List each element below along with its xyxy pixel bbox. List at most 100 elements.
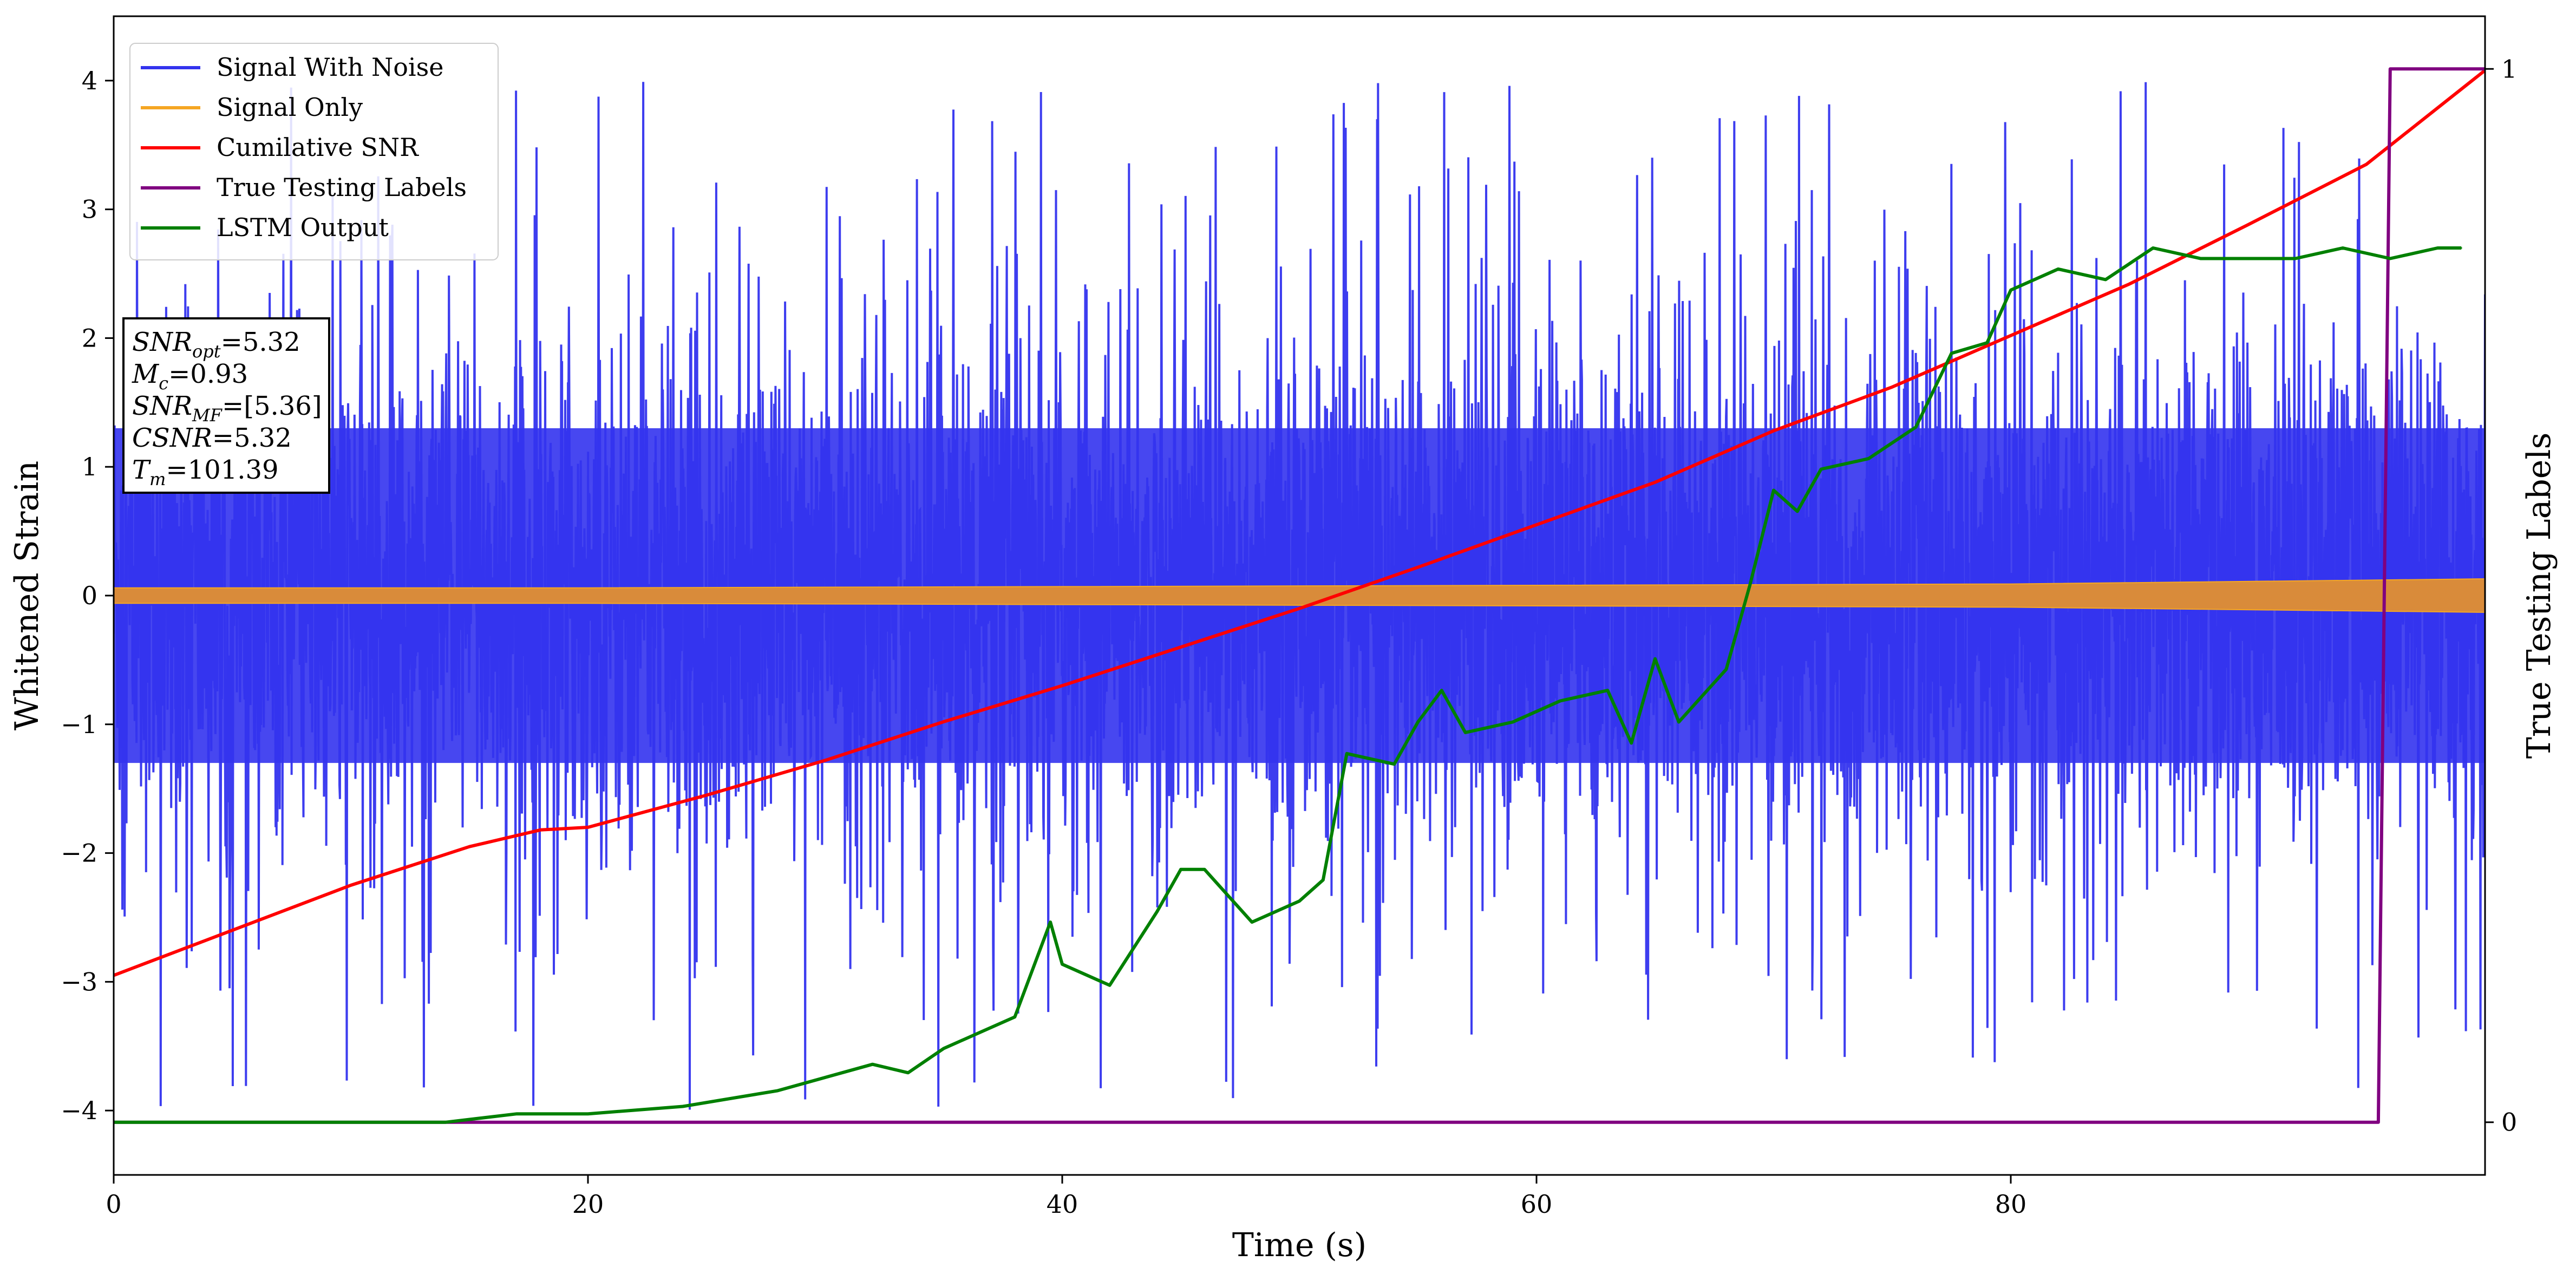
- series-signal-only: [114, 578, 2485, 613]
- series-cumilative-snr-point: [587, 826, 589, 828]
- series-cumilative-snr-point: [2365, 163, 2368, 165]
- y-axis: −4 −3 −2 −1 0 1 2 3 4: [61, 66, 114, 1125]
- series-lstm-output-point: [1512, 721, 1514, 723]
- series-lstm-output-point: [943, 1048, 945, 1049]
- series-lstm-output-point: [1180, 868, 1182, 871]
- x-tick-label: 0: [106, 1190, 121, 1219]
- series-lstm-output-point: [1346, 753, 1348, 755]
- legend-lstm-output-label: LSTM Output: [217, 213, 389, 242]
- series-lstm-output-point: [516, 1113, 518, 1115]
- y2-axis-title: True Testing Labels: [2520, 433, 2558, 759]
- series-lstm-output-point: [1204, 868, 1206, 871]
- series-cumilative-snr-point: [1535, 524, 1538, 526]
- series-lstm-output-point: [1820, 468, 1822, 470]
- y2-axis: 01: [2485, 54, 2517, 1137]
- series-lstm-output: [114, 246, 2462, 1124]
- series-lstm-output-point: [2057, 268, 2060, 270]
- annotation-box: SNRopt=5.32Mc=0.93SNRMF=[5.36]CSNR=5.32T…: [122, 317, 330, 494]
- x-tick-label: 20: [572, 1190, 604, 1219]
- series-true-testing-labels: [114, 67, 2485, 1124]
- series-lstm-output-point: [776, 1089, 779, 1092]
- series-lstm-output-point: [2010, 289, 2012, 291]
- series-lstm-output-point: [1986, 342, 1988, 344]
- series-cumilative-snr-point: [824, 759, 826, 761]
- x-tick-label: 60: [1521, 1190, 1553, 1219]
- series-lstm-output-point: [1867, 458, 1869, 460]
- annotation-line: CSNR=5.32: [132, 423, 292, 453]
- series-cumilative-snr-point: [231, 929, 233, 931]
- x-axis-title: Time (s): [1232, 1226, 1367, 1264]
- series-cumilative-snr-point: [1298, 607, 1300, 610]
- series-cumilative-snr-point: [1180, 646, 1182, 648]
- series-lstm-output-point: [2342, 247, 2344, 249]
- y-tick-label: 0: [82, 581, 97, 610]
- series-lstm-output-point: [2389, 258, 2391, 259]
- annotation-box-frame: [122, 317, 330, 494]
- series-cumilative-snr-point: [350, 884, 352, 886]
- series-lstm-output-point: [907, 1072, 909, 1074]
- series-lstm-output-point: [444, 1121, 447, 1123]
- legend-box: [129, 43, 499, 260]
- series-lstm-output-point: [1749, 584, 1751, 586]
- y-tick-label: 1: [82, 452, 97, 481]
- annotation-line: SNRopt=5.32: [132, 327, 300, 362]
- series-lstm-output-point: [2199, 258, 2201, 259]
- legend: Signal With Noise Signal Only Cumilative S…: [129, 43, 499, 260]
- series-cumilative-snr-point: [1417, 566, 1419, 569]
- series-lstm-output-point: [1061, 963, 1063, 965]
- y-tick-label: −4: [61, 1096, 97, 1125]
- series-cumilative-snr-point: [539, 829, 541, 831]
- series-lstm-output-point: [1915, 426, 1917, 428]
- series-lstm-output-point: [1951, 352, 1952, 354]
- series-lstm-output-point: [1441, 689, 1443, 691]
- annotation-line: SNRMF=[5.36]: [132, 391, 322, 426]
- series-lstm-output-point: [1559, 700, 1561, 702]
- y-tick-label: −2: [61, 839, 97, 868]
- series-cumilative-snr-point: [1773, 430, 1775, 432]
- series-cumilative-snr-point: [2010, 335, 2012, 337]
- series-lstm-output-point: [682, 1106, 684, 1107]
- series-cumilative-snr: [114, 69, 2485, 977]
- x-tick-label: 80: [1995, 1190, 2027, 1219]
- y-tick-label: 2: [82, 323, 97, 352]
- series-lstm-output-point: [1773, 489, 1775, 491]
- y2-tick-label: 1: [2501, 54, 2517, 83]
- series-lstm-output-point: [1251, 921, 1253, 923]
- series-lstm-output-point: [2247, 258, 2249, 259]
- y-tick-label: 4: [82, 66, 97, 95]
- series-lstm-output-point: [2104, 278, 2107, 280]
- x-tick-label: 40: [1047, 1190, 1078, 1219]
- legend-signal-only-label: Signal Only: [217, 93, 363, 122]
- x-axis: 0 20 40 60 80: [106, 1175, 2026, 1219]
- series-cumilative-snr-point: [2247, 224, 2249, 226]
- series-cumilative-snr-point: [1891, 386, 1893, 388]
- y-axis-title: Whitened Strain: [8, 461, 46, 730]
- series-lstm-output-point: [587, 1113, 589, 1115]
- line-layer: [114, 67, 2485, 1124]
- series-lstm-output-point: [1298, 900, 1300, 902]
- series-lstm-output-point: [1725, 668, 1727, 670]
- legend-signal-with-noise-label: Signal With Noise: [217, 53, 443, 82]
- series-lstm-output-point: [1156, 911, 1158, 913]
- series-lstm-output-point: [1109, 984, 1111, 986]
- y2-tick-label: 0: [2501, 1108, 2517, 1137]
- series-lstm-output-point: [1014, 1016, 1016, 1018]
- annotation-line: Tm=101.39: [132, 455, 279, 489]
- series-lstm-output-point: [2294, 258, 2297, 259]
- series-lstm-output-point: [1417, 721, 1419, 723]
- series-lstm-output-point: [1049, 921, 1051, 923]
- series-lstm-output-point: [1796, 510, 1799, 512]
- series-cumilative-snr-point: [943, 721, 945, 723]
- series-cumilative-snr-point: [1061, 684, 1063, 687]
- series-lstm-output-point: [2460, 247, 2462, 249]
- series-lstm-output-point: [1678, 721, 1680, 723]
- series-true-testing-labels-point: [2389, 68, 2391, 70]
- series-lstm-output-point: [1393, 763, 1395, 765]
- series-cumilative-snr-point: [705, 794, 708, 796]
- series-true-testing-labels-point: [2377, 1121, 2379, 1123]
- series-lstm-output-point: [1654, 658, 1656, 660]
- y-tick-label: −3: [61, 967, 97, 996]
- series-lstm-output-point: [1464, 731, 1467, 734]
- series-lstm-output-point: [1322, 879, 1324, 881]
